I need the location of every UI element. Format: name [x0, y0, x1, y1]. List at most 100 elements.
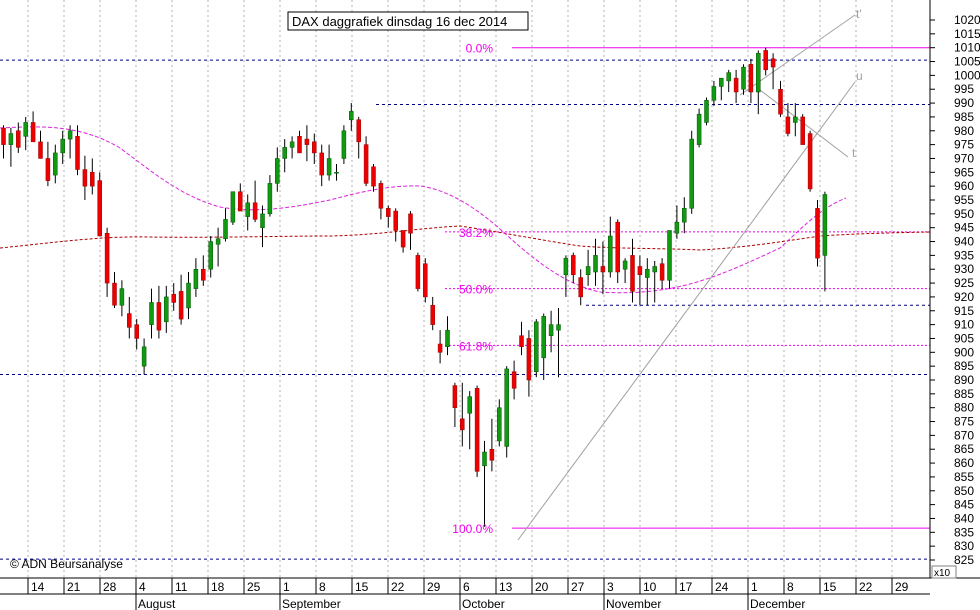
candle-body	[770, 58, 776, 68]
fibonacci-label: 0.0%	[466, 42, 494, 56]
x-tick-label: 28	[103, 580, 117, 594]
y-tick-label: 930	[954, 262, 974, 276]
x-tick-label: 22	[859, 580, 873, 594]
month-label: August	[138, 597, 176, 610]
candle-body	[756, 52, 761, 93]
y-tick-label: 940	[954, 235, 974, 249]
x-tick-label: 8	[787, 580, 794, 594]
candle-body	[541, 316, 546, 359]
y-tick-label: 965	[954, 165, 974, 179]
moving-averages	[0, 126, 931, 294]
y-tick-label: 835	[954, 525, 974, 539]
candle-body	[445, 329, 450, 348]
candle-body	[489, 448, 495, 461]
candle-body	[637, 266, 643, 276]
candle-body	[82, 169, 88, 187]
y-tick-label: 960	[954, 179, 974, 193]
candle-body	[548, 324, 554, 336]
candle-body	[112, 282, 117, 306]
candle-body	[645, 268, 650, 278]
candle-body	[378, 183, 384, 209]
x-tick-label: 29	[427, 580, 441, 594]
candle-body	[304, 138, 310, 145]
candle-body	[415, 255, 421, 289]
candle-body	[53, 152, 58, 176]
y-tick-label: 935	[954, 248, 974, 262]
y-tick-label: 1000	[954, 68, 980, 82]
y-tick-label: 1020	[954, 13, 980, 27]
y-tick-label: 875	[954, 415, 974, 429]
candle-body	[726, 72, 731, 82]
candle-body	[215, 238, 221, 245]
candle-body	[134, 324, 139, 339]
fibonacci-label: 61.8%	[459, 339, 493, 353]
candle-body	[297, 136, 302, 154]
candle-body	[822, 194, 828, 256]
candle-body	[164, 296, 169, 323]
x-tick-label: 13	[499, 580, 513, 594]
x-tick-label: 29	[895, 580, 909, 594]
x-tick-label: 4	[139, 580, 146, 594]
candle-body	[408, 213, 413, 234]
trendline-u	[517, 81, 856, 541]
x-tick-label: 14	[31, 580, 45, 594]
y-tick-label: 1015	[954, 27, 980, 41]
candle-body	[748, 64, 754, 93]
x-tick-label: 24	[715, 580, 729, 594]
candle-body	[526, 338, 532, 381]
candle-body	[67, 130, 73, 140]
x-tick-label: 1	[751, 580, 758, 594]
candle-body	[785, 116, 791, 134]
candle-body	[45, 158, 51, 181]
candle-body	[245, 202, 250, 217]
y-multiplier-box	[931, 565, 957, 579]
candle-body	[356, 119, 361, 143]
candle-body	[452, 385, 458, 408]
candle-body	[104, 232, 110, 284]
y-tick-label: 905	[954, 331, 974, 345]
candle-body	[90, 172, 95, 187]
candle-body	[511, 371, 517, 389]
candle-body	[534, 321, 539, 372]
fibonacci-label: 50.0%	[459, 283, 493, 297]
candle-body	[467, 396, 472, 414]
candle-body	[141, 346, 147, 367]
y-tick-label: 880	[954, 401, 974, 415]
y-tick-label: 980	[954, 124, 974, 138]
candle-body	[430, 304, 435, 325]
x-axis: 14 21 28 4 11 18 25 1 8 15 22 29 6 13 20 27 3 10 17 24 1 8 15 2…	[27, 578, 909, 610]
x-tick-label: 22	[391, 580, 405, 594]
candle-body	[38, 141, 43, 159]
candle-body	[75, 136, 80, 170]
fibonacci-label: 38.2%	[459, 226, 493, 240]
x-tick-label: 8	[319, 580, 326, 594]
y-tick-label: 890	[954, 373, 974, 387]
x-tick-label: 6	[463, 580, 470, 594]
candle-body	[667, 230, 672, 281]
candle-body	[252, 202, 258, 220]
trendline-label-t-prime: t'	[856, 7, 862, 21]
y-tick-label: 840	[954, 511, 974, 525]
copyright-label: © ADN Beursanalyse	[10, 557, 123, 571]
candle-body	[482, 451, 487, 467]
y-tick-label: 995	[954, 82, 974, 96]
x-tick-label: 21	[67, 580, 81, 594]
candle-body	[600, 266, 606, 273]
candle-body	[156, 302, 162, 331]
y-tick-label: 950	[954, 207, 974, 221]
y-tick-label: 910	[954, 318, 974, 332]
candle-body	[778, 88, 783, 115]
candle-body	[763, 50, 768, 71]
y-tick-label: 850	[954, 484, 974, 498]
y-tick-label: 975	[954, 138, 974, 152]
y-tick-label: 985	[954, 110, 974, 124]
x-tick-label: 15	[823, 580, 837, 594]
candle-body	[400, 230, 406, 248]
x-tick-label: 15	[355, 580, 369, 594]
candle-body	[341, 130, 347, 159]
x-tick-label: 25	[247, 580, 261, 594]
y-tick-label: 1010	[954, 41, 980, 55]
y-tick-label: 825	[954, 553, 974, 567]
candle-body	[733, 77, 739, 93]
